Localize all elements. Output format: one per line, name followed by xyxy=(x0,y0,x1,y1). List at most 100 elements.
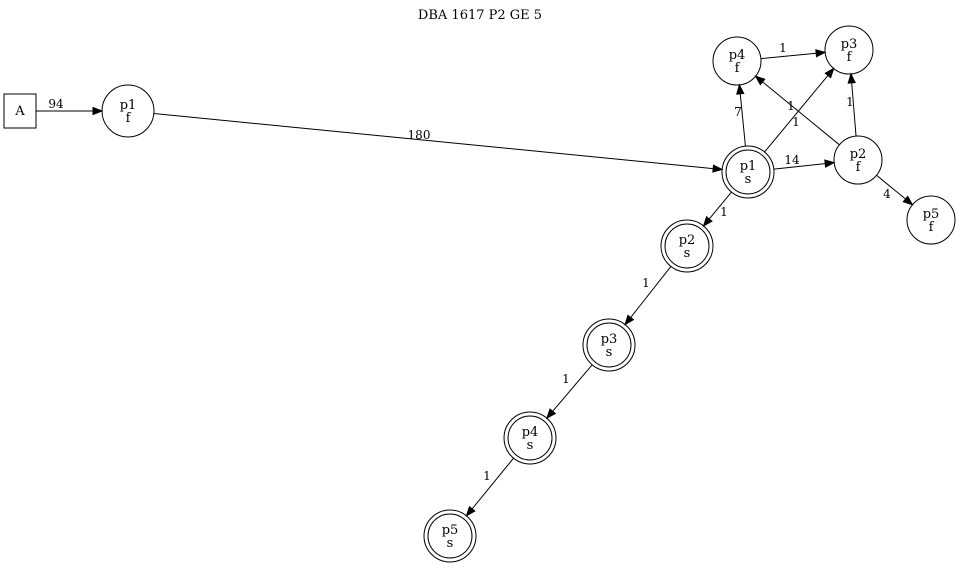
node-inner-circle xyxy=(586,322,632,368)
arrowhead-icon xyxy=(754,75,766,86)
node-circle xyxy=(660,219,714,273)
node-p3s: p3s xyxy=(582,318,636,372)
node-inner-circle xyxy=(664,223,710,269)
node-p5s: p5s xyxy=(423,509,477,563)
node-inner-circle xyxy=(427,513,473,559)
node-label-line1: p5 xyxy=(923,207,940,222)
node-label-line2: s xyxy=(447,536,454,551)
arrowhead-icon xyxy=(824,159,836,168)
node-p1s: p1s xyxy=(721,145,775,199)
node-circle xyxy=(503,411,557,465)
edge-label: 1 xyxy=(642,276,650,290)
node-label-line1: p2 xyxy=(850,147,867,162)
edge-A-to-p1f: 94 xyxy=(36,97,104,116)
node-p3f: p3f xyxy=(824,25,874,75)
node-p5f: p5f xyxy=(906,195,956,245)
node-label-line1: p1 xyxy=(120,98,137,113)
edge-line xyxy=(851,82,857,137)
edge-line xyxy=(760,52,817,60)
arrowhead-icon xyxy=(545,408,557,420)
edge-p1s-to-p4f: 7 xyxy=(734,83,746,147)
node-label-line1: p4 xyxy=(522,425,539,440)
node-label-line2: f xyxy=(847,50,853,65)
node-circle xyxy=(906,195,956,245)
graph-title: DBA 1617 P2 GE 5 xyxy=(418,8,542,23)
node-label-line1: p3 xyxy=(601,332,618,347)
arrowhead-icon xyxy=(624,314,635,326)
node-label-line1: p5 xyxy=(442,523,459,538)
edge-line xyxy=(471,457,514,510)
node-label-line1: p4 xyxy=(729,48,746,63)
arrowhead-icon xyxy=(92,106,104,116)
edge-label: 1 xyxy=(846,95,854,109)
edge-p2s-to-p3s: 1 xyxy=(624,266,672,326)
edge-p4f-to-p3f: 1 xyxy=(760,41,827,60)
edge-label: 94 xyxy=(48,97,64,111)
arrowhead-icon xyxy=(824,67,835,79)
edge-line xyxy=(764,75,829,153)
node-p2s: p2s xyxy=(660,219,714,273)
edge-line xyxy=(876,174,906,200)
edge-label: 1 xyxy=(483,469,491,483)
node-inner-circle xyxy=(507,415,553,461)
node-circle xyxy=(423,509,477,563)
edge-label: 1 xyxy=(720,205,728,219)
node-A: A xyxy=(3,93,37,129)
node-label-line2: f xyxy=(856,160,862,175)
edge-line xyxy=(630,266,672,318)
edge-label: 7 xyxy=(734,105,742,119)
node-label-line2: s xyxy=(606,345,613,360)
arrowhead-icon xyxy=(465,505,476,517)
edge-p4s-to-p5s: 1 xyxy=(465,457,514,517)
edge-p2f-to-p4f: 1 xyxy=(754,75,840,146)
node-label-line2: s xyxy=(684,246,691,261)
node-p4f: p4f xyxy=(712,36,762,86)
node-p2f: p2f xyxy=(833,135,883,185)
node-label-line1: p1 xyxy=(740,159,757,174)
node-circle xyxy=(824,25,874,75)
edge-p3s-to-p4s: 1 xyxy=(545,364,593,420)
node-label-line2: s xyxy=(527,438,534,453)
node-label-line2: f xyxy=(929,220,935,235)
edge-line xyxy=(739,93,746,147)
node-label-line2: s xyxy=(745,172,752,187)
node-circle xyxy=(101,84,155,138)
edge-p2f-to-p5f: 4 xyxy=(876,174,914,206)
node-label: A xyxy=(14,104,25,119)
edge-p1s-to-p2f: 14 xyxy=(773,153,836,170)
arrowhead-icon xyxy=(902,195,914,206)
edge-label: 4 xyxy=(883,187,891,201)
node-circle xyxy=(721,145,775,199)
edge-label: 1 xyxy=(787,99,795,113)
node-circle xyxy=(712,36,762,86)
edge-line xyxy=(153,113,714,170)
node-label-line2: f xyxy=(735,61,741,76)
edge-p2f-to-p3f: 1 xyxy=(846,72,857,137)
node-label-line1: p3 xyxy=(841,37,858,52)
edge-p1f-to-p1s: 180 xyxy=(153,113,724,173)
arrowhead-icon xyxy=(702,215,713,228)
node-label-line2: f xyxy=(126,111,132,126)
edge-line xyxy=(762,81,840,146)
node-p4s: p4s xyxy=(503,411,557,465)
edge-line xyxy=(708,191,732,220)
arrowhead-icon xyxy=(815,49,827,58)
node-p1f: p1f xyxy=(101,84,155,138)
node-label-line1: p2 xyxy=(679,233,696,248)
arrowhead-icon xyxy=(712,164,724,173)
arrowhead-icon xyxy=(847,72,856,84)
arrowhead-icon xyxy=(736,83,745,95)
node-circle xyxy=(833,135,883,185)
node-inner-circle xyxy=(725,149,771,195)
edge-line xyxy=(552,364,593,412)
edge-label: 180 xyxy=(408,128,431,142)
edge-label: 1 xyxy=(562,372,570,386)
edge-label: 1 xyxy=(792,115,800,129)
node-box xyxy=(3,93,37,129)
edge-label: 14 xyxy=(784,153,800,167)
node-circle xyxy=(582,318,636,372)
edge-p1s-to-p2s: 1 xyxy=(702,191,732,228)
